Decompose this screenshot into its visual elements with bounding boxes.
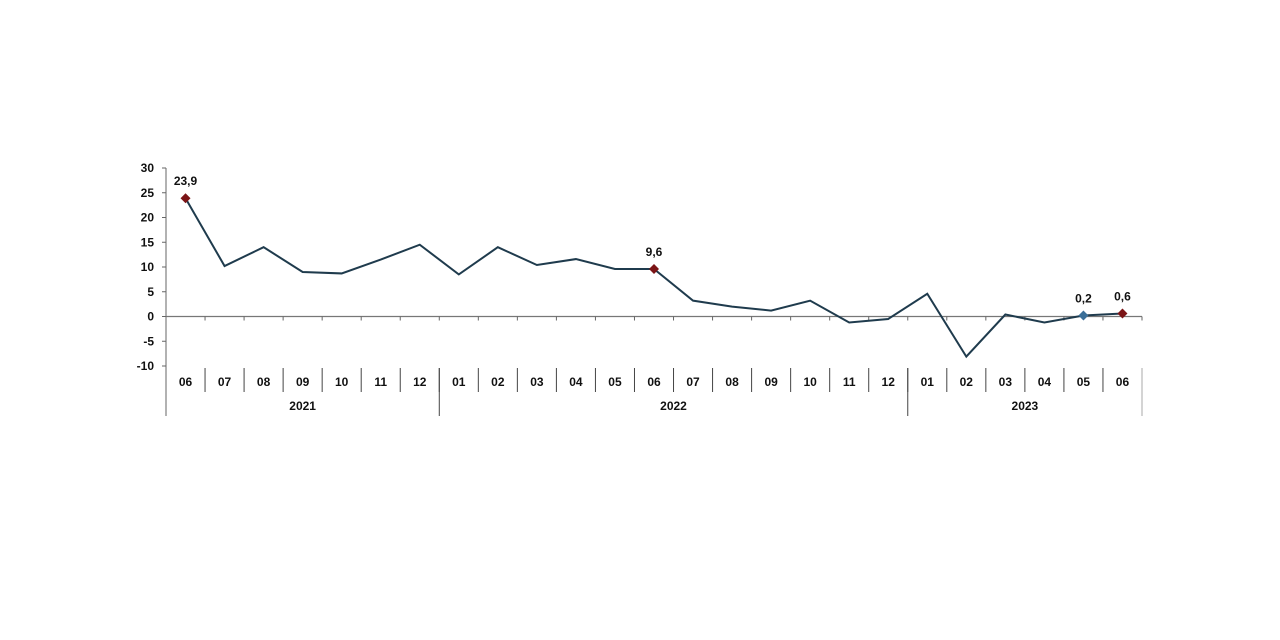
x-tick-label: 06 [1116,375,1130,389]
x-tick-label: 10 [803,375,817,389]
data-line [184,197,1123,359]
x-tick-label: 12 [882,375,896,389]
y-tick-label: 5 [147,285,154,299]
x-tick-label: 11 [374,375,387,389]
data-label: 0,6 [1114,290,1131,304]
x-tick-label: 08 [257,375,271,389]
x-tick-label: 11 [843,375,856,389]
data-label: 0,2 [1075,292,1092,306]
x-tick-label: 02 [960,375,974,389]
data-point-marker [1117,308,1128,319]
year-label: 2022 [660,399,687,413]
x-tick-label: 01 [452,375,466,389]
x-tick-label: 05 [1077,375,1091,389]
x-tick-label: 03 [999,375,1013,389]
x-tick-label: 09 [764,375,778,389]
y-tick-label: 30 [141,161,155,175]
data-label: 23,9 [174,174,198,188]
x-tick-label: 07 [218,375,232,389]
y-tick-label: -10 [137,359,155,373]
x-tick-label: 05 [608,375,622,389]
y-tick-label: 10 [141,260,155,274]
data-point-marker [180,193,191,204]
x-tick-label: 02 [491,375,505,389]
y-tick-label: 25 [141,186,155,200]
data-point-marker [1078,310,1089,321]
x-tick-label: 12 [413,375,427,389]
x-tick-label: 08 [725,375,739,389]
x-tick-label: 03 [530,375,544,389]
x-tick-label: 01 [921,375,935,389]
y-tick-label: -5 [143,334,154,348]
x-tick-label: 06 [179,375,193,389]
x-tick-label: 04 [569,375,583,389]
x-tick-label: 07 [686,375,700,389]
y-tick-label: 15 [141,235,155,249]
x-tick-label: 09 [296,375,310,389]
x-tick-label: 10 [335,375,349,389]
x-tick-label: 04 [1038,375,1052,389]
x-tick-label: 06 [647,375,661,389]
data-label: 9,6 [646,245,663,259]
y-tick-label: 0 [147,310,154,324]
y-tick-label: 20 [141,211,155,225]
year-label: 2021 [289,399,316,413]
year-label: 2023 [1012,399,1039,413]
data-point-marker [649,263,659,274]
